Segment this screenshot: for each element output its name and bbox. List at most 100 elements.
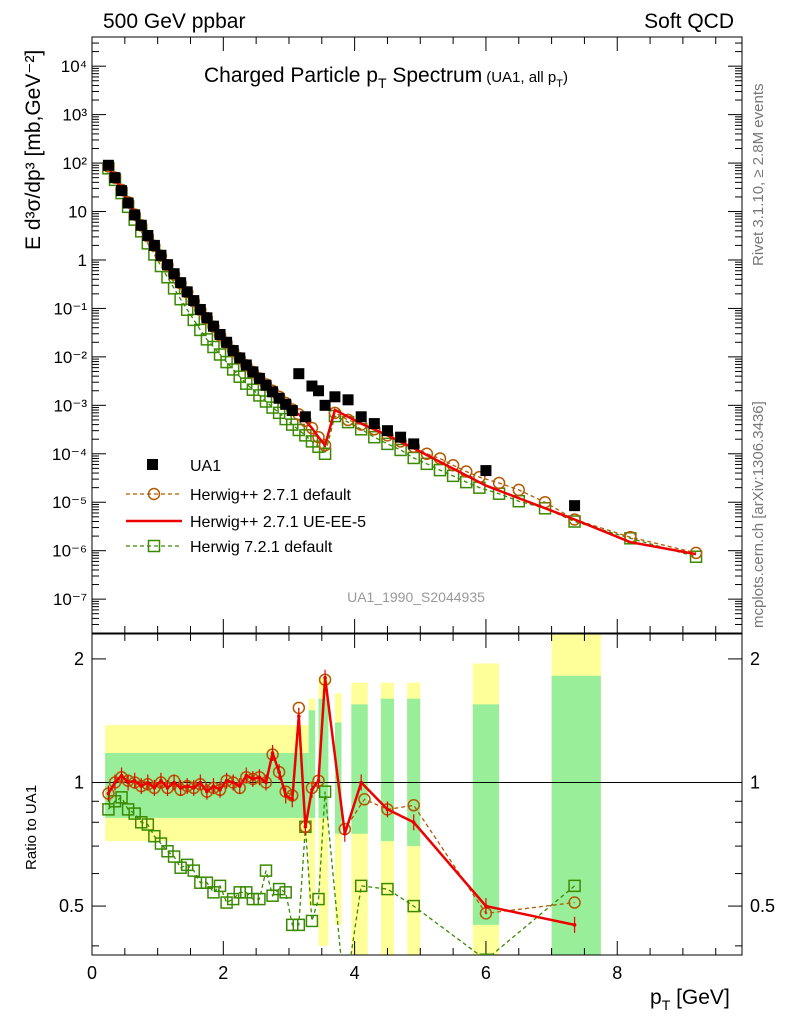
data-point-ua1 xyxy=(408,438,420,450)
ratio-y-axis-title: Ratio to UA1 xyxy=(23,785,40,870)
spectrum-series xyxy=(102,159,703,563)
x-tick-label: 0 xyxy=(87,963,97,983)
data-point-herwig-ueee5 xyxy=(572,923,577,927)
data-point-herwig7 xyxy=(180,303,194,316)
band-green xyxy=(380,698,395,842)
data-point-ua1 xyxy=(162,259,174,271)
data-point-herwig7 xyxy=(246,892,260,906)
data-point-herwig-default xyxy=(318,438,332,452)
data-point-ua1 xyxy=(247,366,259,378)
data-point-ua1 xyxy=(368,418,380,430)
y-tick-label: 10⁻⁶ xyxy=(52,542,87,561)
spectrum-panel-frame xyxy=(91,36,743,634)
data-point-herwig7 xyxy=(121,803,135,816)
legend-label-herwig-ueee5: Herwig++ 2.7.1 UE-EE-5 xyxy=(190,514,366,531)
data-point-herwig7 xyxy=(318,447,332,461)
data-point-herwig7 xyxy=(194,876,207,889)
data-point-herwig7 xyxy=(220,355,233,369)
data-point-herwig7 xyxy=(420,457,434,471)
data-point-herwig-ueee5 xyxy=(231,780,235,785)
data-point-ua1 xyxy=(142,230,154,242)
ratio-y-tick-label: 0.5 xyxy=(750,896,775,916)
spectrum-axes: 10⁻⁷ 10⁻⁶ 10⁻⁵ 10⁻⁴ 10⁻³ 10⁻² 10⁻¹ 1 10 10² 10³ 10⁴ xyxy=(52,36,742,634)
band-green xyxy=(318,698,329,818)
data-point-herwig-default xyxy=(407,799,420,812)
y-tick-label: 10⁻⁴ xyxy=(52,445,87,464)
data-point-herwig-ueee5 xyxy=(244,773,249,778)
data-point-ua1 xyxy=(102,159,114,171)
data-point-herwig7 xyxy=(154,837,168,850)
data-point-herwig7 xyxy=(174,861,187,874)
x-tick-label: 6 xyxy=(481,963,491,983)
data-point-herwig-ueee5 xyxy=(224,778,229,783)
data-point-herwig7 xyxy=(381,882,394,896)
header-category-label: Soft QCD xyxy=(644,10,734,33)
data-point-herwig-ueee5 xyxy=(283,793,288,798)
data-point-herwig-ueee5 xyxy=(165,786,170,790)
data-point-ua1 xyxy=(135,219,147,231)
data-point-herwig7 xyxy=(407,899,420,913)
data-point-herwig7 xyxy=(102,803,115,816)
data-point-ua1 xyxy=(280,398,292,410)
data-point-ua1 xyxy=(207,320,219,332)
legend: UA1 Herwig++ 2.7.1 default Herwig++ 2.7.… xyxy=(126,458,366,556)
data-point-herwig-ueee5 xyxy=(323,675,327,680)
data-point-herwig7 xyxy=(279,886,292,899)
series-line-line xyxy=(107,677,575,927)
data-point-herwig-ueee5 xyxy=(152,786,157,790)
data-point-herwig7 xyxy=(381,437,394,451)
data-point-herwig-default xyxy=(568,513,581,526)
data-point-herwig7 xyxy=(354,879,368,893)
ratio-y-tick-label: 1 xyxy=(750,772,760,792)
data-point-herwig7 xyxy=(305,914,319,928)
ratio-y-tick-label: 2 xyxy=(750,649,760,669)
data-point-herwig-ueee5 xyxy=(237,784,242,788)
data-point-herwig-ueee5 xyxy=(178,786,183,790)
data-point-herwig-ueee5 xyxy=(172,780,176,785)
x-tick-label: 8 xyxy=(612,963,622,983)
data-point-herwig-ueee5 xyxy=(264,780,268,785)
data-point-herwig-ueee5 xyxy=(106,791,111,796)
legend-marker-herwig-default xyxy=(147,487,161,501)
data-point-ua1 xyxy=(240,359,252,371)
data-point-herwig7 xyxy=(233,370,246,383)
data-point-herwig7 xyxy=(368,430,381,444)
data-point-herwig-ueee5 xyxy=(139,784,144,788)
data-point-ua1 xyxy=(267,386,279,398)
y-tick-label: 10 xyxy=(68,203,87,222)
data-point-herwig7 xyxy=(187,313,201,327)
data-point-herwig7 xyxy=(200,333,214,346)
data-point-herwig-ueee5 xyxy=(119,773,124,778)
data-point-herwig7 xyxy=(272,882,286,896)
data-point-herwig-ueee5 xyxy=(484,904,488,908)
band-green xyxy=(351,704,368,834)
legend-label-herwig-default: Herwig++ 2.7.1 default xyxy=(190,487,352,504)
data-point-herwig7 xyxy=(167,850,181,863)
data-point-herwig7 xyxy=(128,807,141,820)
y-tick-label: 10⁻³ xyxy=(53,396,87,415)
legend-marker-ua1 xyxy=(147,459,158,470)
data-point-ua1 xyxy=(194,304,206,316)
y-axis-title: E d³σ/dp³ [mb,GeV⁻²] xyxy=(22,50,45,250)
data-point-herwig-ueee5 xyxy=(385,807,390,812)
data-point-herwig7 xyxy=(200,876,214,889)
data-point-herwig-ueee5 xyxy=(359,780,363,785)
data-point-herwig7 xyxy=(213,879,227,893)
data-point-herwig-ueee5 xyxy=(411,820,416,825)
data-point-herwig7 xyxy=(207,340,220,354)
data-point-herwig7 xyxy=(115,791,128,804)
data-point-ua1 xyxy=(342,394,354,406)
data-point-ua1 xyxy=(306,380,318,392)
data-point-ua1 xyxy=(148,239,160,251)
band-green xyxy=(472,704,500,925)
data-point-herwig-default xyxy=(420,447,434,461)
data-point-ua1 xyxy=(299,411,311,423)
analysis-watermark: UA1_1990_S2044935 xyxy=(347,589,485,605)
data-point-ua1 xyxy=(381,425,393,437)
data-point-herwig7 xyxy=(174,292,187,306)
data-point-herwig7 xyxy=(207,886,220,899)
data-point-herwig-ueee5 xyxy=(146,780,150,785)
rivet-version-label: Rivet 3.1.10, ≥ 2.8M events xyxy=(750,84,767,267)
data-point-ua1 xyxy=(329,391,341,403)
